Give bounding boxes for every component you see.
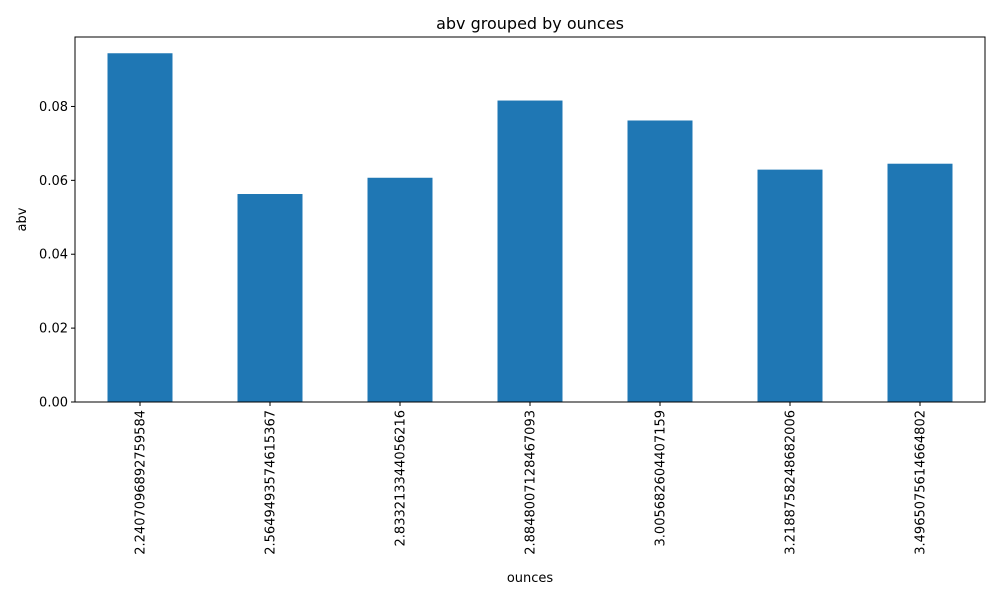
x-tick-label-5: 3.2188758248682006 xyxy=(784,410,799,555)
bar-4 xyxy=(627,120,693,402)
x-tick-label-2: 2.833213344056216 xyxy=(394,410,409,546)
bar-5 xyxy=(757,169,823,402)
y-axis: 0.00 0.02 0.04 0.06 0.08 xyxy=(39,100,75,411)
bar-0 xyxy=(107,53,173,402)
y-tick-label-4: 0.08 xyxy=(39,100,68,115)
y-tick-label-2: 0.04 xyxy=(39,248,68,263)
x-axis: 2.2407096892759584 2.5649493574615367 2.83… xyxy=(134,402,929,555)
plot-frame xyxy=(74,36,986,403)
x-tick-label-0: 2.2407096892759584 xyxy=(134,410,149,555)
bar-3 xyxy=(497,100,563,402)
bar-6 xyxy=(887,163,953,402)
bar-1 xyxy=(237,194,303,402)
x-tick-label-6: 3.4965075614664802 xyxy=(914,410,929,555)
y-tick-label-1: 0.02 xyxy=(39,322,68,337)
bar-2 xyxy=(367,177,433,402)
x-tick-label-3: 2.8848007128467093 xyxy=(524,410,539,555)
chart-title: abv grouped by ounces xyxy=(436,14,624,33)
x-axis-label: ounces xyxy=(507,571,554,586)
x-tick-label-1: 2.5649493574615367 xyxy=(264,410,279,555)
y-tick-label-0: 0.00 xyxy=(39,396,68,411)
y-tick-label-3: 0.06 xyxy=(39,174,68,189)
x-tick-label-4: 3.005682604407159 xyxy=(654,410,669,546)
bars-group xyxy=(107,53,953,402)
y-axis-label: abv xyxy=(15,207,30,231)
